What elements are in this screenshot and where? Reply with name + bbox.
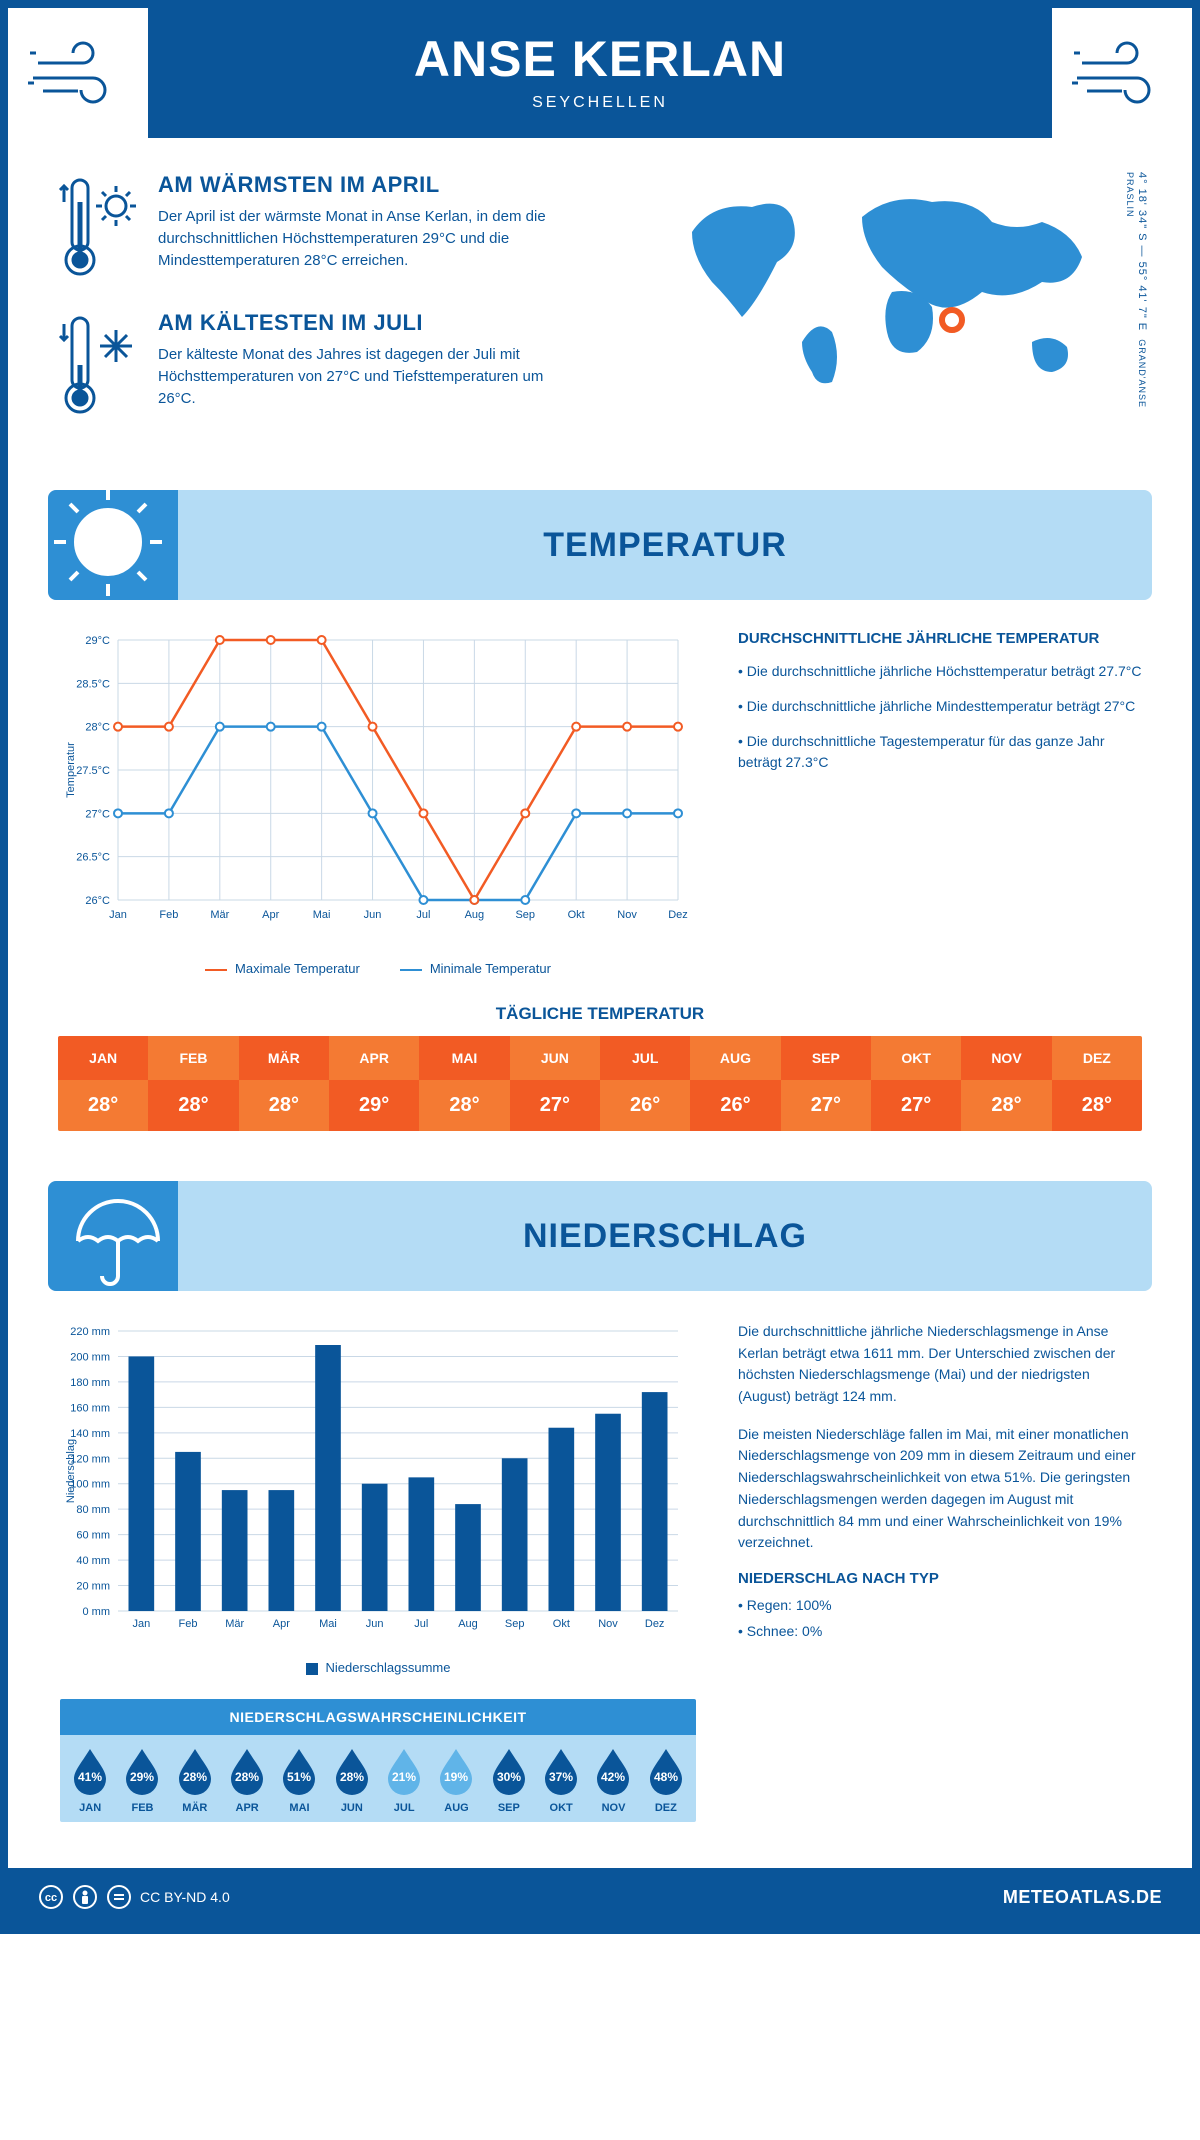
svg-text:28°C: 28°C <box>85 722 110 734</box>
svg-text:Dez: Dez <box>668 909 688 921</box>
svg-text:20 mm: 20 mm <box>76 1581 110 1593</box>
svg-text:Jan: Jan <box>109 909 127 921</box>
coordinates: 4° 18' 34" S — 55° 41' 7" E GRAND'ANSE P… <box>1124 172 1148 448</box>
svg-text:Nov: Nov <box>617 909 637 921</box>
svg-text:28%: 28% <box>235 1770 259 1784</box>
svg-text:Sep: Sep <box>505 1618 525 1630</box>
svg-text:Apr: Apr <box>273 1618 290 1630</box>
svg-text:37%: 37% <box>549 1770 573 1784</box>
precipitation-title: NIEDERSCHLAG <box>523 1217 807 1256</box>
infographic-page: ANSE KERLAN SEYCHELLEN AM WÄRMSTE <box>0 0 1200 1934</box>
svg-text:Jun: Jun <box>364 909 382 921</box>
precip-probability-row: 41%JAN29%FEB28%MÄR28%APR51%MAI28%JUN21%J… <box>60 1735 696 1822</box>
svg-text:0 mm: 0 mm <box>83 1606 111 1618</box>
precipitation-bar-chart: 0 mm20 mm40 mm60 mm80 mm100 mm120 mm140 … <box>58 1321 698 1824</box>
svg-text:Niederschlag: Niederschlag <box>65 1439 77 1503</box>
svg-text:Okt: Okt <box>568 909 585 921</box>
temperature-section-header: TEMPERATUR <box>48 490 1152 600</box>
svg-text:27.5°C: 27.5°C <box>76 765 110 777</box>
coldest-text: Der kälteste Monat des Jahres ist dagege… <box>158 344 558 409</box>
license-block: cc CC BY-ND 4.0 <box>38 1884 230 1910</box>
svg-text:29%: 29% <box>130 1770 154 1784</box>
svg-text:30%: 30% <box>497 1770 521 1784</box>
svg-text:51%: 51% <box>287 1770 311 1784</box>
svg-text:27°C: 27°C <box>85 808 110 820</box>
svg-text:Aug: Aug <box>458 1618 478 1630</box>
wind-icon-left <box>8 8 148 138</box>
precip-probability-title: NIEDERSCHLAGSWAHRSCHEINLICHKEIT <box>60 1699 696 1735</box>
svg-text:26°C: 26°C <box>85 895 110 907</box>
svg-text:19%: 19% <box>444 1770 468 1784</box>
thermometer-hot-icon <box>58 172 140 282</box>
coldest-block: AM KÄLTESTEN IM JULI Der kälteste Monat … <box>58 310 632 420</box>
intro-section: AM WÄRMSTEN IM APRIL Der April ist der w… <box>8 138 1192 482</box>
temperature-title: TEMPERATUR <box>543 526 787 565</box>
header: ANSE KERLAN SEYCHELLEN <box>8 8 1192 138</box>
svg-text:Mär: Mär <box>210 909 229 921</box>
footer: cc CC BY-ND 4.0 METEOATLAS.DE <box>8 1868 1192 1926</box>
svg-text:200 mm: 200 mm <box>70 1351 110 1363</box>
svg-text:41%: 41% <box>78 1770 102 1784</box>
daily-temp-title: TÄGLICHE TEMPERATUR <box>8 1004 1192 1024</box>
warmest-block: AM WÄRMSTEN IM APRIL Der April ist der w… <box>58 172 632 282</box>
svg-text:Apr: Apr <box>262 909 279 921</box>
sun-icon <box>48 490 178 600</box>
svg-text:180 mm: 180 mm <box>70 1377 110 1389</box>
svg-text:Nov: Nov <box>598 1618 618 1630</box>
svg-text:140 mm: 140 mm <box>70 1428 110 1440</box>
svg-text:160 mm: 160 mm <box>70 1402 110 1414</box>
svg-text:Jul: Jul <box>414 1618 428 1630</box>
svg-text:Feb: Feb <box>179 1618 198 1630</box>
coldest-title: AM KÄLTESTEN IM JULI <box>158 310 558 336</box>
svg-text:28%: 28% <box>183 1770 207 1784</box>
umbrella-icon <box>48 1181 178 1291</box>
brand-text: METEOATLAS.DE <box>1003 1887 1162 1908</box>
svg-text:220 mm: 220 mm <box>70 1326 110 1338</box>
svg-text:60 mm: 60 mm <box>76 1530 110 1542</box>
svg-text:Jul: Jul <box>416 909 430 921</box>
svg-text:28.5°C: 28.5°C <box>76 678 110 690</box>
world-map-block: 4° 18' 34" S — 55° 41' 7" E GRAND'ANSE P… <box>662 172 1142 448</box>
wind-icon-right <box>1052 8 1192 138</box>
thermometer-cold-icon <box>58 310 140 420</box>
cc-icon: cc <box>38 1884 64 1910</box>
precipitation-section-header: NIEDERSCHLAG <box>48 1181 1152 1291</box>
svg-text:Sep: Sep <box>515 909 535 921</box>
svg-text:Mai: Mai <box>319 1618 337 1630</box>
svg-text:Jan: Jan <box>132 1618 150 1630</box>
temperature-line-chart: 26°C 26.5°C 27°C 27.5°C 28°C 28.5°C 29°C Jan Feb… <box>58 630 698 976</box>
page-title: ANSE KERLAN <box>8 30 1192 88</box>
svg-text:40 mm: 40 mm <box>76 1555 110 1567</box>
by-icon <box>72 1884 98 1910</box>
svg-text:Dez: Dez <box>645 1618 665 1630</box>
svg-text:cc: cc <box>45 1892 57 1904</box>
svg-text:28%: 28% <box>340 1770 364 1784</box>
nd-icon <box>106 1884 132 1910</box>
precipitation-notes: Die durchschnittliche jährliche Niedersc… <box>738 1321 1142 1824</box>
precipitation-legend: Niederschlagssumme <box>58 1660 698 1675</box>
svg-text:29°C: 29°C <box>85 635 110 647</box>
temperature-notes: DURCHSCHNITTLICHE JÄHRLICHE TEMPERATUR •… <box>738 630 1142 976</box>
svg-text:Mai: Mai <box>313 909 331 921</box>
svg-text:Mär: Mär <box>225 1618 244 1630</box>
daily-temp-table: JANFEBMÄRAPRMAIJUNJULAUGSEPOKTNOVDEZ28°2… <box>58 1036 1142 1131</box>
svg-text:26.5°C: 26.5°C <box>76 852 110 864</box>
warmest-title: AM WÄRMSTEN IM APRIL <box>158 172 558 198</box>
svg-text:21%: 21% <box>392 1770 416 1784</box>
temperature-legend: Maximale Temperatur Minimale Temperatur <box>58 961 698 976</box>
svg-text:80 mm: 80 mm <box>76 1504 110 1516</box>
page-subtitle: SEYCHELLEN <box>8 94 1192 112</box>
svg-text:Feb: Feb <box>159 909 178 921</box>
svg-text:Aug: Aug <box>465 909 485 921</box>
svg-text:42%: 42% <box>601 1770 625 1784</box>
svg-text:48%: 48% <box>654 1770 678 1784</box>
svg-text:Jun: Jun <box>366 1618 384 1630</box>
svg-text:Temperatur: Temperatur <box>65 742 77 798</box>
warmest-text: Der April ist der wärmste Monat in Anse … <box>158 206 558 271</box>
world-map-icon <box>662 172 1122 402</box>
license-text: CC BY-ND 4.0 <box>140 1889 230 1905</box>
svg-text:Okt: Okt <box>553 1618 570 1630</box>
